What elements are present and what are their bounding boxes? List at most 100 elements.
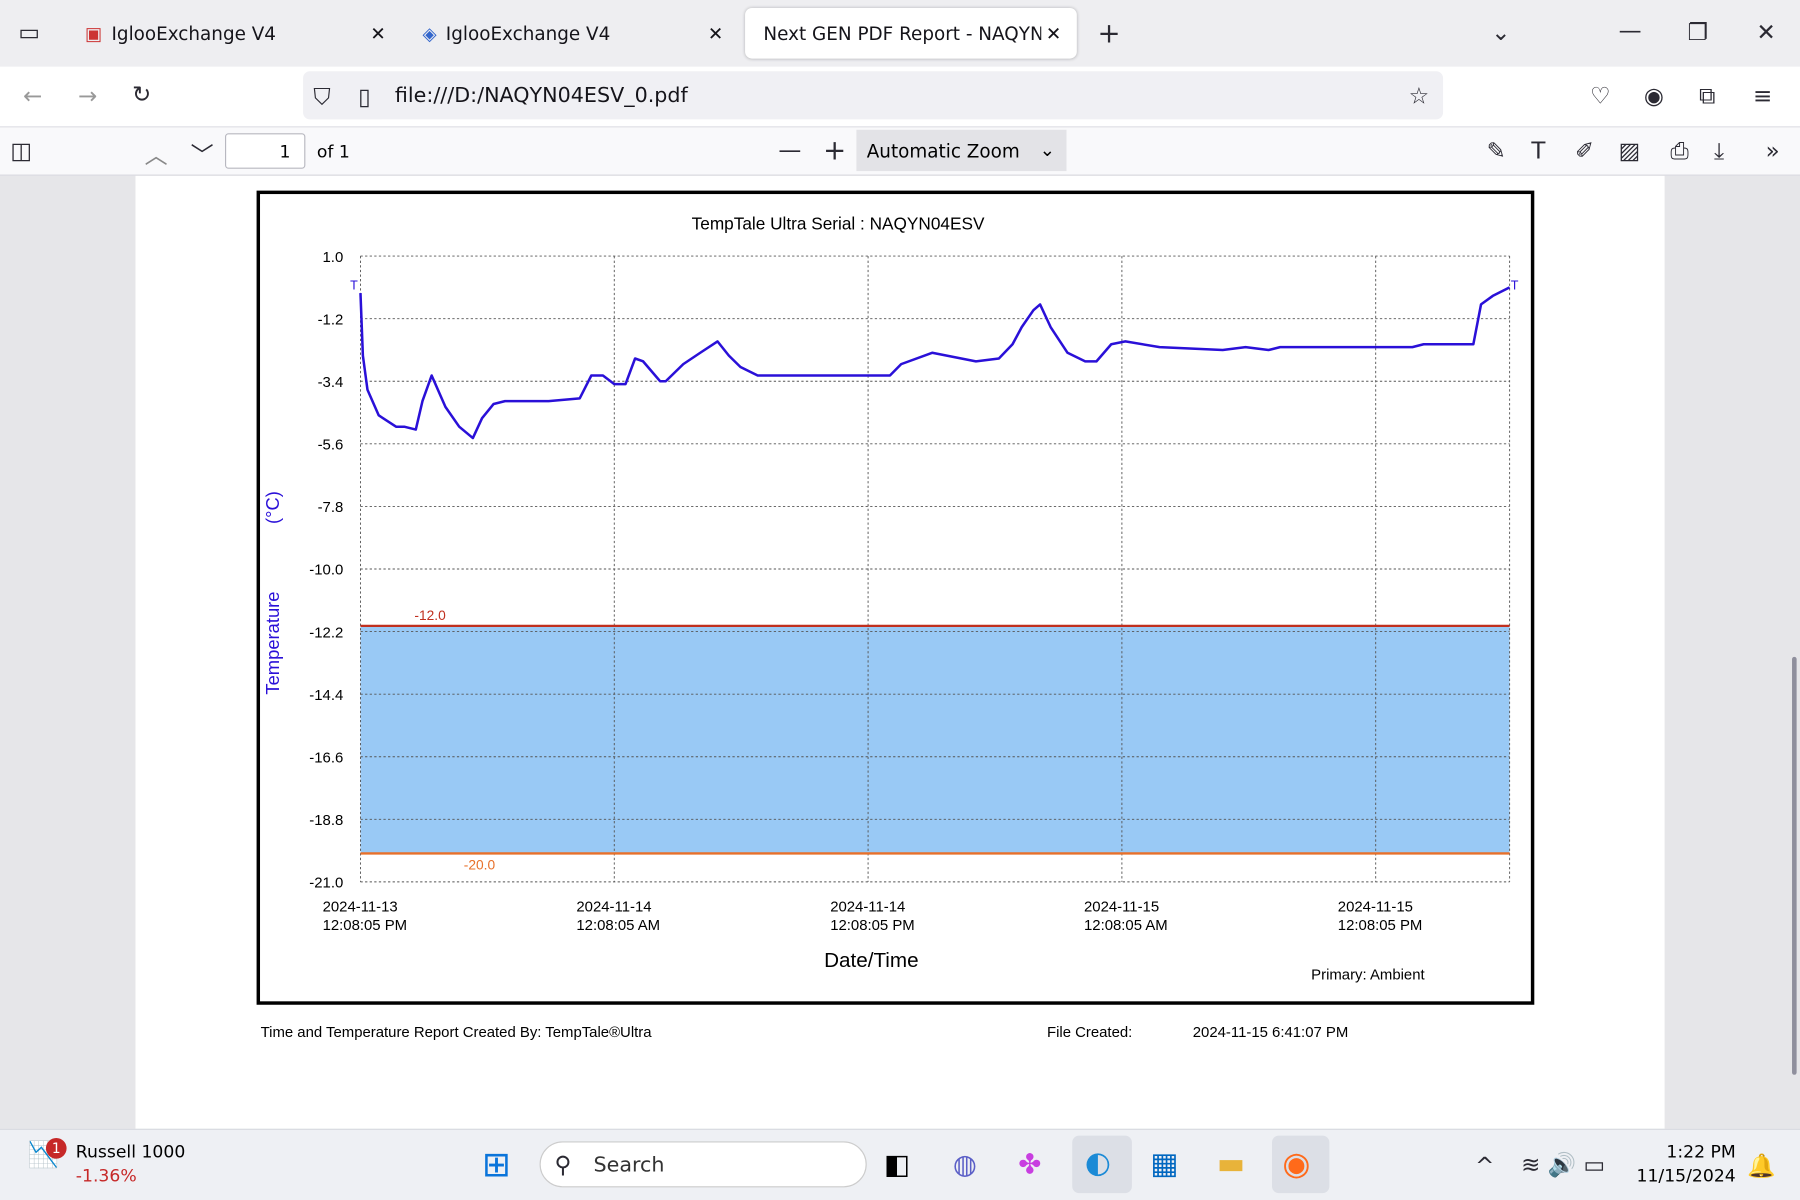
y-tick-label: -21.0 [309, 875, 343, 892]
end-marker: T [1511, 279, 1519, 293]
app[interactable]: ▦ [1150, 1147, 1179, 1182]
tab[interactable]: ▣ IglooExchange V4 ✕ [84, 22, 386, 45]
next-page[interactable]: ﹀ [190, 141, 214, 169]
tab-title: IglooExchange V4 [445, 22, 611, 45]
app[interactable]: ◍ [952, 1148, 977, 1181]
chart-note: Primary: Ambient [1311, 966, 1425, 983]
extensions[interactable]: ⧉ [1699, 81, 1716, 110]
notifications[interactable]: 🔔 [1747, 1151, 1776, 1180]
tab-list-button[interactable]: ▭ [18, 18, 41, 46]
widget-change: -1.36% [75, 1165, 137, 1187]
y-tick-label: -1.2 [318, 311, 344, 328]
url-bar[interactable] [303, 71, 1444, 120]
app[interactable]: ◧ [883, 1148, 911, 1181]
x-axis-label: Date/Time [824, 949, 919, 972]
app[interactable]: ✤ [1018, 1148, 1042, 1181]
new-tab[interactable]: + [1097, 17, 1121, 50]
y-tick-label: -12.2 [309, 624, 343, 641]
text-tool[interactable]: T [1531, 136, 1546, 165]
y-tick-label: -7.8 [318, 499, 344, 516]
x-tick-label: 12:08:05 PM [1338, 917, 1423, 934]
app[interactable]: ▬ [1216, 1147, 1246, 1182]
search-label[interactable]: Search [593, 1152, 665, 1178]
chart-frame [256, 190, 1535, 1005]
y-axis-unit: (°C) [262, 491, 283, 524]
file-icon: ▯ [358, 82, 371, 111]
limit-label: -20.0 [464, 858, 496, 873]
x-tick-label: 12:08:05 PM [323, 917, 408, 934]
page-count: of 1 [316, 141, 350, 162]
zoom-out[interactable]: — [778, 135, 802, 164]
y-axis-label: Temperature [262, 592, 283, 695]
sidebar-toggle[interactable]: ◫ [10, 136, 33, 165]
x-tick-label: 2024-11-14 [576, 899, 651, 916]
minimize[interactable]: — [1618, 16, 1642, 44]
clock-date[interactable]: 11/15/2024 [1636, 1165, 1736, 1187]
scrollbar[interactable] [1792, 656, 1797, 1075]
search-icon: ⚲ [554, 1150, 572, 1179]
end-marker: T [350, 279, 358, 293]
print[interactable]: ⎙ [1670, 136, 1689, 165]
y-tick-label: 1.0 [323, 249, 344, 266]
close[interactable]: ✕ [1756, 18, 1776, 46]
shield[interactable]: ⛉ [313, 82, 331, 111]
x-tick-label: 2024-11-15 [1338, 899, 1413, 916]
file-created: 2024-11-15 6:41:07 PM [1193, 1024, 1349, 1041]
search-box[interactable] [539, 1141, 867, 1188]
x-tick-label: 12:08:05 AM [1084, 917, 1168, 934]
x-tick-label: 2024-11-13 [323, 899, 398, 916]
back[interactable]: ← [22, 81, 43, 110]
zoom-select[interactable]: Automatic Zoom ⌄ [856, 129, 1067, 172]
y-tick-label: -10.0 [309, 562, 343, 579]
tab-title: Next GEN PDF Report - NAQYN04E [763, 22, 1041, 45]
y-tick-label: -3.4 [318, 374, 344, 391]
image[interactable]: ▨ [1618, 136, 1641, 165]
report-created-by: Time and Temperature Report Created By: … [261, 1024, 653, 1041]
pocket[interactable]: ♡ [1589, 81, 1611, 110]
y-tick-label: -16.6 [309, 749, 343, 766]
save[interactable]: ⤓ [1713, 136, 1725, 165]
url[interactable]: file:///D:/NAQYN04ESV_0.pdf [394, 83, 688, 108]
page-number[interactable]: 1 [225, 133, 306, 169]
account[interactable]: ◉ [1643, 81, 1664, 110]
zoom-label: Automatic Zoom [866, 140, 1020, 162]
taskbar [0, 1128, 1800, 1200]
draw[interactable]: ✐ [1575, 136, 1595, 165]
x-tick-label: 12:08:05 PM [830, 917, 915, 934]
clock-time[interactable]: 1:22 PM [1666, 1141, 1736, 1163]
tab-title: IglooExchange V4 [111, 22, 277, 45]
reload[interactable]: ↻ [132, 80, 152, 108]
more-tools[interactable]: » [1765, 136, 1780, 165]
widget-title[interactable]: Russell 1000 [75, 1141, 186, 1163]
restore[interactable]: ❐ [1687, 18, 1709, 46]
app[interactable]: ◐ [1084, 1146, 1111, 1181]
y-tick-label: -18.8 [309, 812, 343, 829]
tray-icons[interactable]: ≋ 🔊 ▭ [1521, 1150, 1606, 1179]
app-active[interactable] [1271, 1135, 1330, 1194]
x-tick-label: 2024-11-14 [830, 899, 905, 916]
tab-menu[interactable]: ⌄ [1491, 18, 1511, 46]
start[interactable]: ⊞ [482, 1144, 512, 1186]
zoom-in[interactable]: + [823, 134, 847, 167]
chart-title: TempTale Ultra Serial : NAQYN04ESV [692, 214, 985, 234]
x-tick-label: 2024-11-15 [1084, 899, 1159, 916]
forward[interactable]: → [78, 81, 98, 110]
bookmark[interactable]: ☆ [1408, 81, 1430, 110]
app[interactable]: ◉ [1282, 1144, 1311, 1183]
x-tick-label: 12:08:05 AM [576, 917, 660, 934]
badge: 1 [45, 1137, 67, 1159]
limit-band [360, 625, 1510, 854]
tab-active[interactable]: Next GEN PDF Report - NAQYN04E✕ [745, 8, 1077, 59]
y-tick-label: -14.4 [309, 687, 343, 704]
app-active[interactable] [1072, 1135, 1132, 1194]
prev-page[interactable]: ︿ [144, 141, 168, 169]
menu[interactable]: ≡ [1752, 81, 1773, 110]
y-tick-label: -5.6 [318, 437, 344, 454]
tab[interactable]: ◈ IglooExchange V4 ✕ [422, 22, 724, 45]
file-created-label: File Created: [1047, 1024, 1132, 1041]
tray-overflow[interactable]: ^ [1475, 1151, 1495, 1180]
highlight[interactable]: ✎ [1486, 136, 1506, 165]
